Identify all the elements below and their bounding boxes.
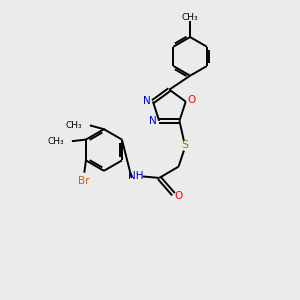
Text: N: N (143, 96, 151, 106)
Text: Br: Br (78, 176, 89, 186)
Text: O: O (175, 191, 183, 201)
Text: O: O (188, 95, 196, 105)
Text: CH₃: CH₃ (65, 121, 82, 130)
Text: S: S (181, 140, 188, 150)
Text: CH₃: CH₃ (47, 136, 64, 146)
Text: CH₃: CH₃ (182, 13, 198, 22)
Text: NH: NH (128, 171, 143, 182)
Text: N: N (149, 116, 157, 126)
